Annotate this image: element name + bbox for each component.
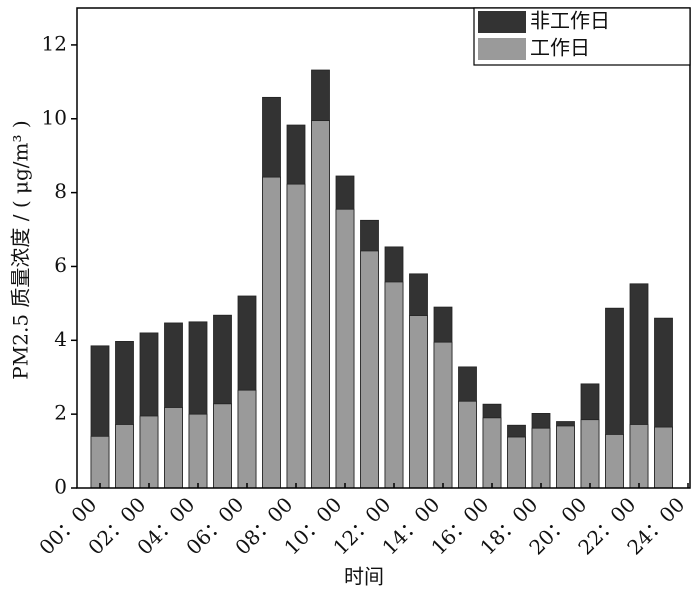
y-tick-label: 8 [54, 179, 67, 203]
bar [654, 426, 673, 489]
bar [458, 400, 477, 489]
y-tick-label: 4 [54, 327, 67, 351]
y-axis-label: PM2.5 质量浓度 / ( μg/m³ ) [9, 120, 33, 379]
bar [237, 389, 257, 489]
bar [629, 424, 649, 489]
y-tick-label: 6 [54, 253, 67, 277]
legend-label: 工作日 [530, 36, 590, 60]
bar [311, 120, 330, 489]
x-axis-label: 时间 [344, 565, 384, 589]
bar [384, 281, 404, 489]
legend-label: 非工作日 [530, 9, 610, 33]
bar [360, 250, 379, 489]
bar [556, 425, 575, 489]
bar [580, 419, 600, 489]
bar [605, 434, 624, 489]
bar [409, 315, 428, 489]
bar [531, 427, 551, 489]
bar [482, 417, 502, 489]
bar [335, 208, 355, 489]
legend-swatch [478, 11, 526, 33]
bar [164, 407, 183, 489]
bar [213, 403, 232, 489]
plot-frame [76, 7, 691, 489]
y-tick-label: 10 [42, 105, 67, 129]
bar [507, 436, 526, 489]
bar [262, 176, 281, 489]
bar [139, 415, 159, 489]
y-tick-label: 0 [54, 475, 67, 499]
bar [188, 413, 208, 489]
bar [433, 341, 453, 489]
bar [286, 183, 306, 489]
bar [115, 424, 134, 489]
y-tick-label: 12 [42, 31, 67, 55]
bar [90, 435, 110, 489]
legend-swatch [478, 38, 526, 60]
y-tick-label: 2 [54, 401, 67, 425]
